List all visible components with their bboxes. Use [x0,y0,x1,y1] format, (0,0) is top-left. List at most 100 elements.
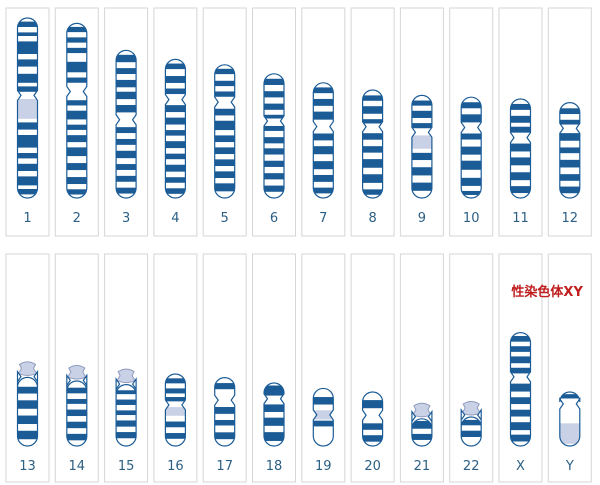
chromosome-band [66,433,87,441]
chromosome-2: 2 [54,7,99,237]
chromosome-band [362,119,383,124]
chromosome-band [214,135,235,143]
chromosome-cell [202,7,247,237]
chromosome-band [559,394,580,399]
chromosome-band [461,419,482,426]
chromosome-band [559,133,580,141]
chromosome-band [264,78,284,85]
chromosome-band [313,146,334,155]
chromosome-band [264,385,284,396]
chromosome-band [313,98,334,106]
chromosome-cell [449,7,494,237]
chromosome-band [510,346,531,352]
chromosome-band [116,79,137,88]
chromosome-band [461,430,482,437]
chromosome-band [17,32,38,36]
chromosome-band [510,157,531,166]
satellite [461,401,481,416]
chromosome-band [411,123,432,129]
chromosome-band [313,87,334,94]
chromosome-band [165,63,186,70]
chromosome-label: Y [565,459,574,474]
chromosome-band [66,409,87,417]
chromosome-band [313,133,334,141]
chromosome-band [411,110,432,118]
chromosome-band [116,54,137,63]
chromosome-band [66,26,87,33]
chromosome-band [17,86,38,92]
chromosome-label: 18 [266,459,283,474]
chromosome-band [264,125,284,131]
chromosome-cell [399,253,444,483]
chromosome-label: 7 [319,211,327,226]
chromosome-cell [54,253,99,483]
chromosome-band [214,80,235,87]
chromosome-band [362,435,383,442]
chromosome-outline [509,98,532,199]
chromosome-label: 3 [122,211,130,226]
chromosome-label: 19 [315,459,332,474]
chromosome-band [116,127,137,134]
chromosome-band [17,135,38,148]
chromosome-band [66,47,87,54]
chromosome-outline [214,377,236,447]
chromosome-label: 2 [73,211,81,226]
chromosome-cell [399,7,444,237]
chromosome-band [264,432,284,441]
chromosome-band [116,420,137,427]
chromosome-outline [115,49,137,199]
chromosome-outline [66,373,88,447]
chromosome-band [165,105,186,113]
chromosome-label: 12 [562,211,579,226]
chromosome-band [362,146,383,153]
chromosome-band [66,61,87,73]
chromosome-8: 8 [350,7,395,237]
chromosome-band [362,189,383,195]
chromosome-outline [164,58,186,199]
chromosome-band [214,183,235,192]
chromosome-label: 6 [270,211,278,226]
chromosome-band [559,159,580,168]
chromosome-band [313,397,334,405]
chromosome-cell [498,253,543,483]
chromosome-cell [104,253,149,483]
chromosome-band [17,59,38,67]
chromosome-band [17,122,38,130]
chromosome-band [510,336,531,342]
chromosome-band [510,126,531,133]
chromosome-band [362,106,383,114]
chromosome-cell [547,7,592,237]
chromosome-band [264,417,284,426]
chromosome-band [116,432,137,439]
chromosome-label: 17 [216,459,233,474]
chromosome-band [165,378,186,384]
chromosome-label: 21 [414,459,431,474]
chromosome-band [510,383,531,392]
chromosome-band [264,160,284,167]
chromosome-3: 3 [104,7,149,237]
chromosome-band [411,167,432,176]
chromosome-band [461,102,482,109]
chromosome-band [66,177,87,185]
chromosome-band [116,68,137,75]
heterochromatin-region [165,407,186,416]
chromosome-band [116,138,137,145]
chromosome-band [461,133,482,140]
chromosome-cell [5,7,50,237]
chromosome-cell [54,7,99,237]
chromosome-21: 21 [399,253,444,483]
chromosome-band [362,133,383,140]
chromosome-5: 5 [202,7,247,237]
chromosome-band [165,177,186,183]
chromosome-band [510,434,531,442]
chromosome-outline [16,17,39,199]
chromosome-band [264,185,284,192]
chromosome-band [510,367,531,374]
chromosome-19: 19 [301,253,346,483]
chromosome-label: 9 [418,211,426,226]
chromosome-band [165,164,186,172]
chromosome-band [559,108,580,115]
chromosome-1: 1 [5,7,50,237]
chromosome-band [17,415,38,425]
chromosome-band [313,187,334,194]
